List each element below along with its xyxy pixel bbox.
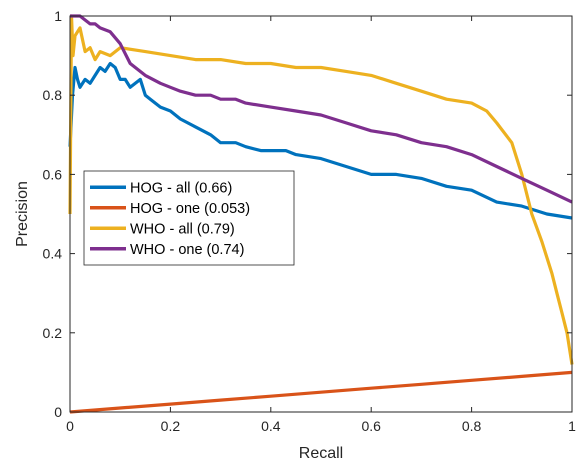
series-line-2 (69, 370, 573, 414)
x-axis-label: Recall (299, 445, 343, 462)
x-tick-label: 0.8 (462, 418, 482, 434)
plot-frame (69, 15, 573, 413)
ticks-layer: 0 0.2 0.4 0.6 0.8 1 0 0.2 0.4 0.6 0.8 1 (43, 8, 577, 434)
y-tick-label: 0.8 (43, 87, 63, 103)
legend: HOG - all (0.66) HOG - one (0.053) WHO - a… (83, 170, 295, 266)
series-line-1 (68, 61, 573, 220)
y-tick-label: 1 (54, 8, 62, 24)
series-line-4 (70, 14, 573, 204)
x-tick-label: 0 (66, 418, 74, 434)
y-tick-label: 0.2 (43, 325, 63, 341)
y-tick-label: 0 (54, 404, 62, 420)
x-tick-label: 0.4 (261, 418, 281, 434)
legend-items: HOG - all (0.66) HOG - one (0.053) WHO - a… (90, 180, 250, 258)
x-tick-label: 1 (568, 418, 576, 434)
series-layer (68, 14, 574, 414)
x-tick-label: 0.6 (361, 418, 381, 434)
x-tick-label: 0.2 (161, 418, 181, 434)
y-tick-label: 0.6 (43, 166, 63, 182)
y-tick-label: 0.4 (43, 246, 63, 262)
legend-entry-label: WHO - all (0.79) (130, 221, 235, 237)
legend-entry-label: HOG - all (0.66) (130, 180, 232, 196)
y-axis-label: Precision (14, 181, 31, 247)
legend-entry-label: HOG - one (0.053) (130, 201, 250, 217)
series-line-3 (68, 14, 574, 365)
legend-entry-label: WHO - one (0.74) (130, 242, 244, 258)
